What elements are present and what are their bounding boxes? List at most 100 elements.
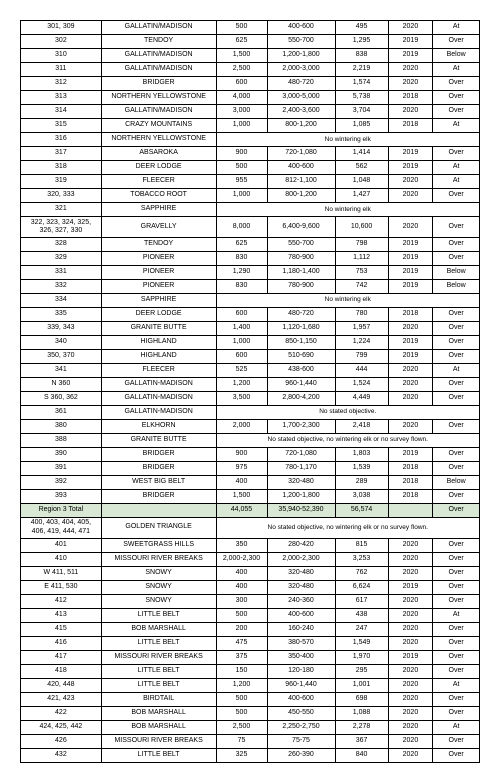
year: 2020 bbox=[388, 636, 433, 650]
objective: 150 bbox=[216, 664, 267, 678]
table-row: 340HIGHLAND1,000850-1,1501,2242019Over bbox=[21, 335, 480, 349]
count: 1,001 bbox=[335, 678, 388, 692]
status: Over bbox=[433, 419, 480, 433]
table-row: 424, 425, 442BOB MARSHALL2,5002,250-2,75… bbox=[21, 720, 480, 734]
district-code: 421, 423 bbox=[21, 692, 102, 706]
district-code: 318 bbox=[21, 161, 102, 175]
range: 960-1,440 bbox=[267, 678, 335, 692]
district-code: 339, 343 bbox=[21, 321, 102, 335]
table-row: 322, 323, 324, 325, 326, 327, 330GRAVELL… bbox=[21, 217, 480, 238]
district-code: 331 bbox=[21, 265, 102, 279]
table-row: 315CRAZY MOUNTAINS1,000800-1,2001,085201… bbox=[21, 119, 480, 133]
area-name: MISSOURI RIVER BREAKS bbox=[101, 650, 216, 664]
range: 550-700 bbox=[267, 35, 335, 49]
table-row: E 411, 530SNOWY400320-4806,6242019Over bbox=[21, 580, 480, 594]
table-row: 388GRANITE BUTTENo stated objective, no … bbox=[21, 433, 480, 447]
district-code: 401 bbox=[21, 538, 102, 552]
year: 2020 bbox=[388, 321, 433, 335]
area-name: GALLATIN/MADISON bbox=[101, 21, 216, 35]
year: 2020 bbox=[388, 217, 433, 238]
year: 2019 bbox=[388, 335, 433, 349]
district-code: 332 bbox=[21, 279, 102, 293]
year: 2020 bbox=[388, 664, 433, 678]
year: 2020 bbox=[388, 538, 433, 552]
district-code: 422 bbox=[21, 706, 102, 720]
objective: 400 bbox=[216, 475, 267, 489]
year: 2018 bbox=[388, 307, 433, 321]
status: At bbox=[433, 161, 480, 175]
count: 10,600 bbox=[335, 217, 388, 238]
count: 444 bbox=[335, 363, 388, 377]
range: 800-1,200 bbox=[267, 189, 335, 203]
count: 1,574 bbox=[335, 77, 388, 91]
range: 2,000-2,300 bbox=[267, 552, 335, 566]
range: 380-570 bbox=[267, 636, 335, 650]
year: 2019 bbox=[388, 349, 433, 363]
status: Over bbox=[433, 734, 480, 748]
range: 400-600 bbox=[267, 161, 335, 175]
status: Over bbox=[433, 377, 480, 391]
table-row: S 360, 362GALLATIN-MADISON3,5002,800-4,2… bbox=[21, 391, 480, 405]
district-code: 426 bbox=[21, 734, 102, 748]
district-code: 328 bbox=[21, 237, 102, 251]
district-code: 393 bbox=[21, 489, 102, 503]
year: 2020 bbox=[388, 706, 433, 720]
area-name: LITTLE BELT bbox=[101, 678, 216, 692]
objective: 500 bbox=[216, 608, 267, 622]
range: 960-1,440 bbox=[267, 377, 335, 391]
range: 1,180-1,400 bbox=[267, 265, 335, 279]
district-code: 311 bbox=[21, 63, 102, 77]
objective: 4,000 bbox=[216, 91, 267, 105]
table-row: 312BRIDGER600480-7201,5742020Over bbox=[21, 77, 480, 91]
district-code: 415 bbox=[21, 622, 102, 636]
area-name: TOBACCO ROOT bbox=[101, 189, 216, 203]
objective: 1,200 bbox=[216, 377, 267, 391]
count: 1,549 bbox=[335, 636, 388, 650]
area-name: GRANITE BUTTE bbox=[101, 433, 216, 447]
table-row: 329PIONEER830780-9001,1122019Over bbox=[21, 251, 480, 265]
area-name: PIONEER bbox=[101, 251, 216, 265]
district-code: 321 bbox=[21, 203, 102, 217]
table-row: 335DEER LODGE600480-7207802018Over bbox=[21, 307, 480, 321]
objective: 350 bbox=[216, 538, 267, 552]
count: 1,803 bbox=[335, 447, 388, 461]
status: Over bbox=[433, 748, 480, 762]
range: 400-600 bbox=[267, 21, 335, 35]
count: 247 bbox=[335, 622, 388, 636]
count: 762 bbox=[335, 566, 388, 580]
area-name: BRIDGER bbox=[101, 489, 216, 503]
status: At bbox=[433, 678, 480, 692]
range: 720-1,080 bbox=[267, 447, 335, 461]
district-code: S 360, 362 bbox=[21, 391, 102, 405]
status: At bbox=[433, 608, 480, 622]
range: 780-1,170 bbox=[267, 461, 335, 475]
year bbox=[388, 503, 433, 517]
objective: 975 bbox=[216, 461, 267, 475]
objective: 2,500 bbox=[216, 63, 267, 77]
district-code: 314 bbox=[21, 105, 102, 119]
range: 550-700 bbox=[267, 237, 335, 251]
count: 367 bbox=[335, 734, 388, 748]
district-code: 335 bbox=[21, 307, 102, 321]
range: 120-180 bbox=[267, 664, 335, 678]
district-code: 313 bbox=[21, 91, 102, 105]
count: 5,738 bbox=[335, 91, 388, 105]
area-name: NORTHERN YELLOWSTONE bbox=[101, 91, 216, 105]
area-name: ELKHORN bbox=[101, 419, 216, 433]
status: Below bbox=[433, 279, 480, 293]
area-name: WEST BIG BELT bbox=[101, 475, 216, 489]
objective: 300 bbox=[216, 594, 267, 608]
year: 2019 bbox=[388, 447, 433, 461]
table-row: 410MISSOURI RIVER BREAKS2,000-2,3002,000… bbox=[21, 552, 480, 566]
year: 2019 bbox=[388, 279, 433, 293]
district-code: Region 3 Total bbox=[21, 503, 102, 517]
district-code: 317 bbox=[21, 147, 102, 161]
year: 2020 bbox=[388, 175, 433, 189]
area-name: SNOWY bbox=[101, 566, 216, 580]
year: 2020 bbox=[388, 189, 433, 203]
objective: 1,200 bbox=[216, 678, 267, 692]
year: 2020 bbox=[388, 594, 433, 608]
year: 2018 bbox=[388, 461, 433, 475]
count: 1,957 bbox=[335, 321, 388, 335]
range: 850-1,150 bbox=[267, 335, 335, 349]
